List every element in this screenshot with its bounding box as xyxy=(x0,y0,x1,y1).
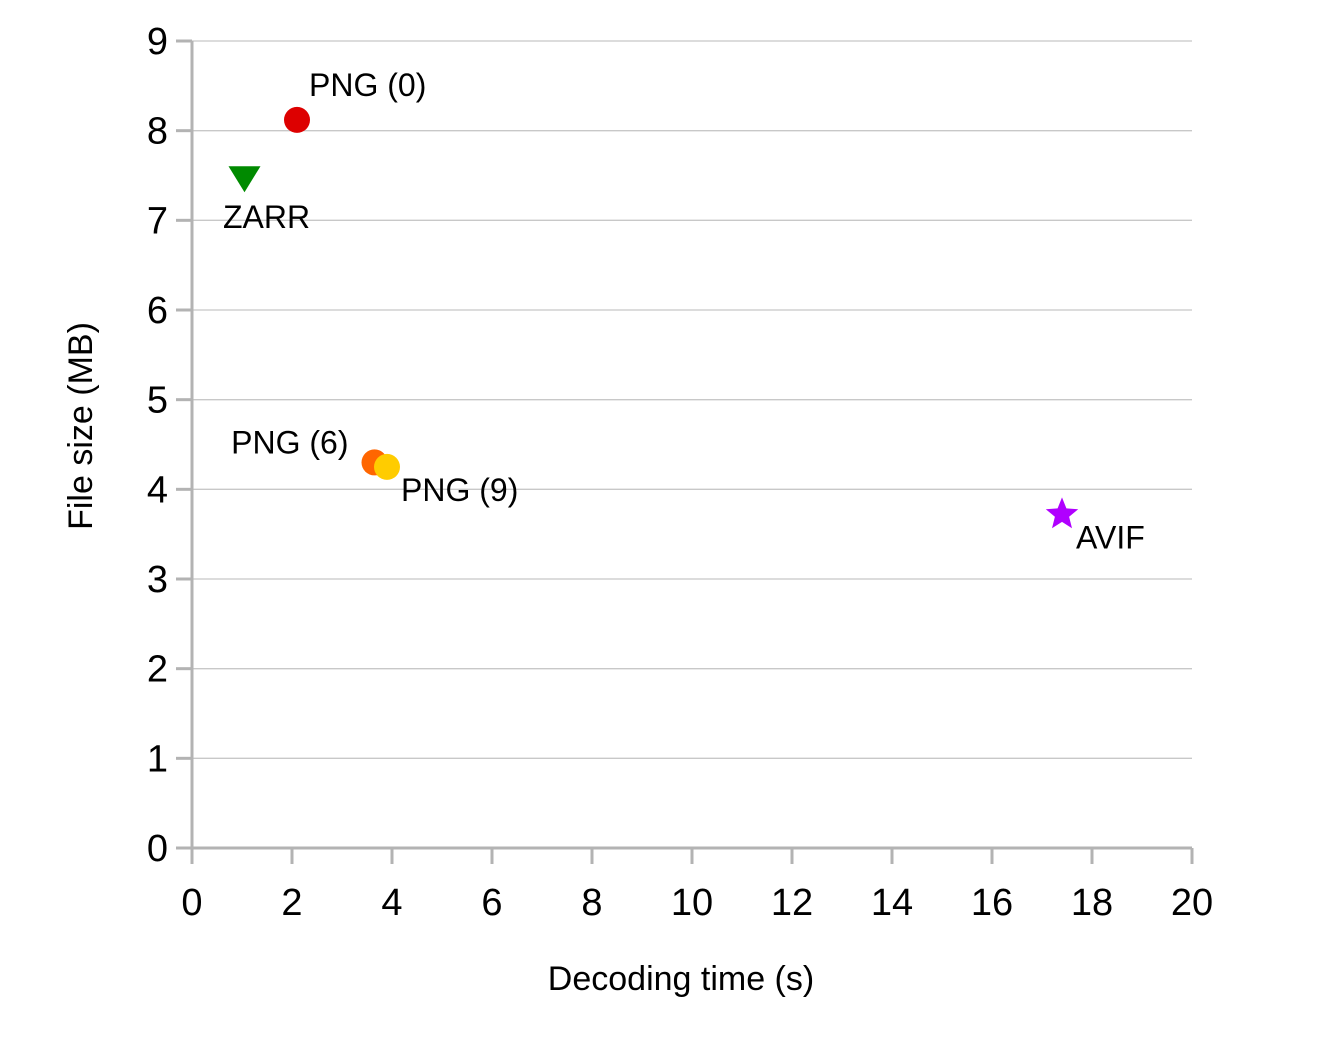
point-labels: PNG (0) ZARR PNG (6) PNG (9) AVIF xyxy=(223,67,1145,556)
point-png-6-label: PNG (6) xyxy=(231,424,348,460)
point-avif-label: AVIF xyxy=(1076,519,1145,555)
y-tick-label: 7 xyxy=(147,200,168,242)
y-tick-label: 3 xyxy=(147,559,168,601)
grid-lines xyxy=(192,40,1192,759)
point-zarr-label: ZARR xyxy=(223,199,310,235)
x-tick-label: 16 xyxy=(971,882,1013,924)
x-tick-label: 20 xyxy=(1171,882,1213,924)
x-tick-label: 4 xyxy=(381,882,402,924)
data-points xyxy=(228,106,1079,529)
y-axis-title: File size (MB) xyxy=(62,322,100,530)
x-tick-label: 10 xyxy=(671,882,713,924)
x-tick-label: 2 xyxy=(281,882,302,924)
point-png-0-label: PNG (0) xyxy=(309,67,426,103)
x-tick-label: 14 xyxy=(871,882,913,924)
y-tick-label: 0 xyxy=(147,828,168,870)
y-tick-label: 2 xyxy=(147,649,168,691)
x-tick-label: 12 xyxy=(771,882,813,924)
x-tick-label: 6 xyxy=(481,882,502,924)
y-tick-label: 8 xyxy=(147,111,168,153)
point-png-9-label: PNG (9) xyxy=(401,472,518,508)
y-tick-label: 4 xyxy=(147,469,168,511)
point-png-0 xyxy=(284,106,310,133)
y-tick-label: 9 xyxy=(147,21,168,63)
y-tick-label: 6 xyxy=(147,290,168,332)
y-tick-label: 5 xyxy=(147,380,168,422)
y-tick-label: 1 xyxy=(147,738,168,780)
x-tick-label: 8 xyxy=(581,882,602,924)
point-png-9 xyxy=(374,453,400,480)
point-avif xyxy=(1045,497,1079,529)
point-zarr xyxy=(228,166,261,193)
x-tick-label: 0 xyxy=(181,882,202,924)
x-tick-label: 18 xyxy=(1071,882,1113,924)
axes xyxy=(176,39,1194,864)
x-axis-title: Decoding time (s) xyxy=(548,960,814,998)
